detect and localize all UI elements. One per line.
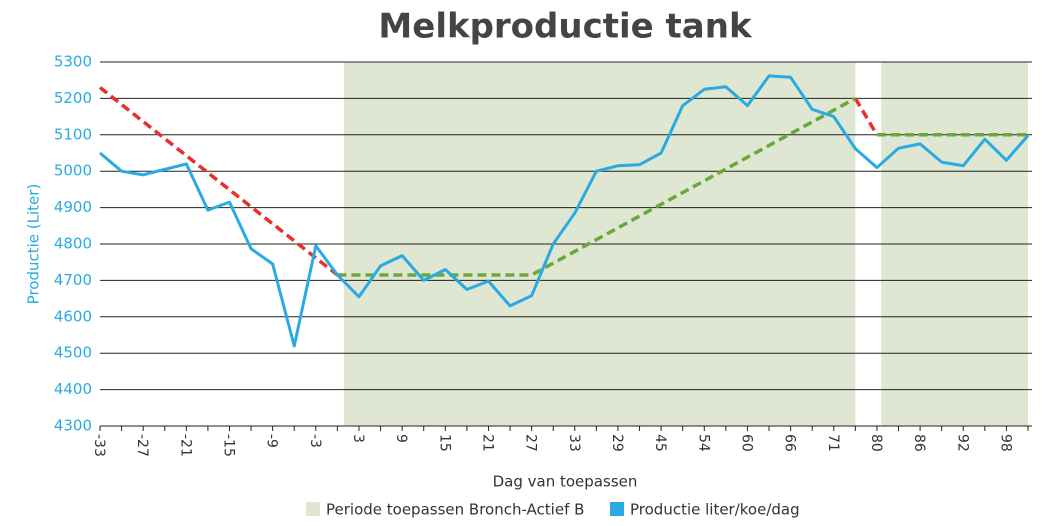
x-tick-label: -33	[91, 434, 107, 457]
x-tick-label: -3	[307, 434, 323, 448]
x-tick-label: 66	[782, 434, 798, 452]
y-tick-label: 4600	[54, 307, 92, 325]
x-tick-label: 27	[523, 434, 539, 452]
trend-line	[100, 87, 337, 274]
x-tick-label: 54	[695, 434, 711, 452]
x-tick-label: -27	[134, 434, 150, 457]
y-tick-label: 4300	[54, 417, 92, 435]
chart-title: Melkproductie tank	[378, 7, 753, 47]
x-tick-label: 15	[436, 434, 452, 452]
x-tick-label: -15	[220, 434, 236, 457]
y-tick-label: 5200	[54, 89, 92, 107]
chart: Melkproductie tank Dag van toepassen Pro…	[0, 0, 1048, 526]
x-tick-label: 9	[393, 434, 409, 443]
y-tick-label: 5100	[54, 125, 92, 143]
x-tick-label: 71	[825, 434, 841, 452]
x-tick-label: 45	[652, 434, 668, 452]
x-tick-label: 33	[566, 434, 582, 452]
y-tick-label: 4700	[54, 271, 92, 289]
x-tick-label: 86	[911, 434, 927, 452]
x-tick-label: 60	[738, 434, 754, 452]
x-tick-label: -9	[264, 434, 280, 448]
legend-swatch	[306, 502, 320, 516]
x-tick-label: 92	[954, 434, 970, 452]
x-axis-label: Dag van toepassen	[493, 473, 638, 491]
x-tick-label: 3	[350, 434, 366, 443]
x-tick-label: 21	[479, 434, 495, 452]
y-tick-label: 4800	[54, 235, 92, 253]
legend-swatch	[610, 502, 624, 516]
y-tick-label: 5300	[54, 53, 92, 71]
y-tick-label: 4500	[54, 344, 92, 362]
x-tick-label: 29	[609, 434, 625, 452]
x-tick-label: 80	[868, 434, 884, 452]
legend-label: Periode toepassen Bronch-Actief B	[326, 501, 584, 519]
legend-label: Productie liter/koe/dag	[630, 501, 800, 519]
x-tick-label: -21	[177, 434, 193, 457]
y-tick-label: 5000	[54, 162, 92, 180]
y-tick-label: 4400	[54, 380, 92, 398]
x-tick-label: 98	[997, 434, 1013, 452]
y-axis-label: Productie (Liter)	[25, 184, 43, 305]
trend-line	[855, 98, 877, 134]
y-tick-label: 4900	[54, 198, 92, 216]
